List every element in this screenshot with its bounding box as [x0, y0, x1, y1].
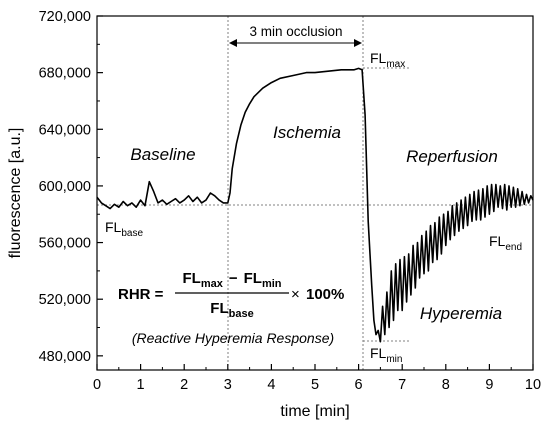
formula-denominator: FLbase	[210, 300, 253, 320]
y-tick-label: 560,000	[39, 236, 91, 252]
formula-numerator: FLmax − FLmin	[182, 270, 281, 290]
formula-times: ×	[291, 286, 300, 303]
x-tick-label: 9	[485, 377, 493, 393]
x-tick-label: 10	[525, 377, 541, 393]
fluorescence-series-line	[96, 67, 534, 343]
x-tick-label: 6	[355, 377, 363, 393]
x-tick-label: 2	[180, 377, 188, 393]
y-tick-label: 520,000	[39, 292, 91, 308]
fl-end-label: FLend	[489, 233, 522, 253]
dotted-guides	[97, 16, 533, 370]
occlusion-arrow	[229, 39, 362, 47]
y-axis-ticks: 480,000 520,000 560,000 600,000 640,000 680,0…	[39, 9, 103, 365]
x-axis-ticks: 0 1 2 3 4 5 6 7 8 9 10	[93, 364, 541, 393]
y-tick-label: 600,000	[39, 179, 91, 195]
x-tick-label: 8	[442, 377, 450, 393]
rhr-formula: RHR = FLmax − FLmin FLbase × 100%	[118, 270, 344, 320]
x-tick-label: 3	[224, 377, 232, 393]
phase-label-ischemia: Ischemia	[273, 123, 341, 142]
phase-label-reperfusion: Reperfusion	[406, 147, 498, 166]
phase-label-hyperemia: Hyperemia	[420, 304, 502, 323]
fl-max-label: FLmax	[370, 50, 405, 70]
formula-percent: 100%	[306, 286, 344, 303]
y-axis-title: fluorescence [a.u.]	[7, 128, 24, 259]
y-tick-label: 480,000	[39, 349, 91, 365]
fl-min-label: FLmin	[370, 345, 402, 365]
arrow-head-right	[354, 39, 362, 47]
x-tick-label: 7	[398, 377, 406, 393]
x-tick-label: 0	[93, 377, 101, 393]
x-tick-label: 5	[311, 377, 319, 393]
formula-caption: (Reactive Hyperemia Response)	[132, 330, 334, 346]
x-axis-title: time [min]	[280, 403, 349, 420]
occlusion-label: 3 min occlusion	[249, 24, 342, 39]
fl-base-label: FLbase	[105, 219, 143, 239]
y-tick-label: 640,000	[39, 122, 91, 138]
y-tick-label: 680,000	[39, 66, 91, 82]
x-tick-label: 4	[267, 377, 275, 393]
x-tick-label: 1	[137, 377, 145, 393]
arrow-head-left	[229, 39, 237, 47]
phase-label-baseline: Baseline	[130, 145, 195, 164]
y-tick-label: 720,000	[39, 9, 91, 25]
formula-lhs: RHR =	[118, 286, 164, 303]
